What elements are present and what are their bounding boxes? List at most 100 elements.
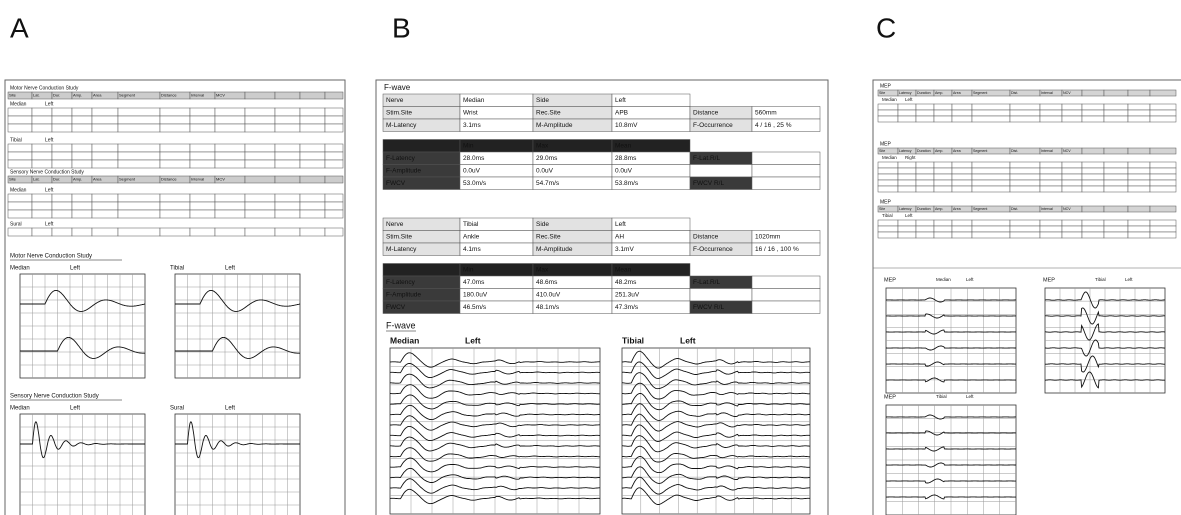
cell	[898, 226, 916, 232]
cell	[72, 194, 92, 202]
cell	[275, 124, 300, 132]
column-header: Amp.	[935, 149, 943, 153]
cell	[92, 202, 118, 210]
cell	[934, 220, 952, 226]
cell	[1062, 232, 1082, 238]
cell	[92, 228, 118, 236]
cell	[190, 210, 215, 218]
cell	[325, 116, 343, 124]
cell	[300, 228, 325, 236]
cell-text: 53.0m/s	[463, 180, 487, 187]
column-header: Dur.	[53, 93, 60, 98]
plot-side: Left	[966, 394, 974, 399]
cell	[245, 194, 275, 202]
cell-text: FWCV R/L	[693, 180, 724, 187]
column-header: Dist.	[1011, 91, 1018, 95]
cell	[275, 210, 300, 218]
cell	[300, 124, 325, 132]
cell	[325, 160, 343, 168]
cell	[160, 124, 190, 132]
cell-text: 29.0ms	[536, 155, 558, 162]
cell	[878, 232, 898, 238]
cell-text: 0.0uV	[615, 167, 633, 174]
plot-title: MEP	[884, 394, 896, 400]
cell	[690, 289, 752, 302]
cell	[972, 174, 1010, 180]
cell	[916, 180, 934, 186]
cell	[752, 152, 820, 165]
cell	[32, 210, 52, 218]
cell	[1082, 226, 1104, 232]
cell	[245, 108, 275, 116]
cell	[752, 165, 820, 178]
plot-side: Left	[70, 266, 80, 272]
cell	[972, 110, 1010, 116]
cell	[92, 210, 118, 218]
cell	[245, 160, 275, 168]
cell	[72, 202, 92, 210]
cell	[245, 92, 275, 99]
column-header: Site	[879, 207, 885, 211]
side-label: Left	[45, 221, 54, 227]
cell	[878, 174, 898, 180]
cell	[118, 152, 160, 160]
cell	[1104, 174, 1128, 180]
cell	[245, 124, 275, 132]
cell	[52, 194, 72, 202]
column-header: Area	[93, 93, 102, 98]
cell	[160, 160, 190, 168]
cell	[1040, 162, 1062, 168]
section-title: F-wave	[384, 83, 411, 92]
cell	[92, 152, 118, 160]
cell	[1082, 104, 1104, 110]
cell	[300, 152, 325, 160]
cell	[952, 116, 972, 122]
cell	[215, 124, 245, 132]
nerve-name: Median	[10, 187, 27, 193]
cell	[72, 116, 92, 124]
cell	[898, 180, 916, 186]
cell	[92, 144, 118, 152]
cell-text: 0.0uV	[536, 167, 554, 174]
cell-text: 3.1ms	[463, 122, 481, 129]
cell	[934, 232, 952, 238]
cell	[8, 210, 32, 218]
cell	[916, 110, 934, 116]
column-header: Segment	[973, 91, 987, 95]
cell	[916, 232, 934, 238]
cell	[1040, 168, 1062, 174]
cell	[8, 108, 32, 116]
table-title: MEP	[880, 199, 892, 205]
cell	[972, 220, 1010, 226]
cell	[325, 152, 343, 160]
cell	[878, 162, 898, 168]
cell	[160, 228, 190, 236]
cell	[1104, 206, 1128, 212]
table-title: MEP	[880, 83, 892, 89]
cell	[52, 144, 72, 152]
cell	[190, 152, 215, 160]
cell	[1062, 174, 1082, 180]
column-header: MCV	[216, 177, 225, 182]
cell	[1040, 174, 1062, 180]
table-title: MEP	[880, 141, 892, 147]
cell-text: 48.1m/s	[536, 304, 560, 311]
cell	[916, 220, 934, 226]
cell	[1010, 104, 1040, 110]
column-header: Duration	[917, 207, 931, 211]
plot-side: Left	[966, 277, 974, 282]
column-header: Area	[953, 149, 961, 153]
plot-title: Median	[10, 266, 30, 272]
cell	[1150, 186, 1176, 192]
cell	[1010, 162, 1040, 168]
cell	[752, 289, 820, 302]
cell	[32, 124, 52, 132]
cell-text: Side	[536, 221, 549, 228]
cell	[32, 152, 52, 160]
cell	[275, 108, 300, 116]
cell	[245, 116, 275, 124]
column-header: Interval	[191, 93, 204, 98]
cell	[275, 144, 300, 152]
cell	[52, 116, 72, 124]
cell	[160, 144, 190, 152]
